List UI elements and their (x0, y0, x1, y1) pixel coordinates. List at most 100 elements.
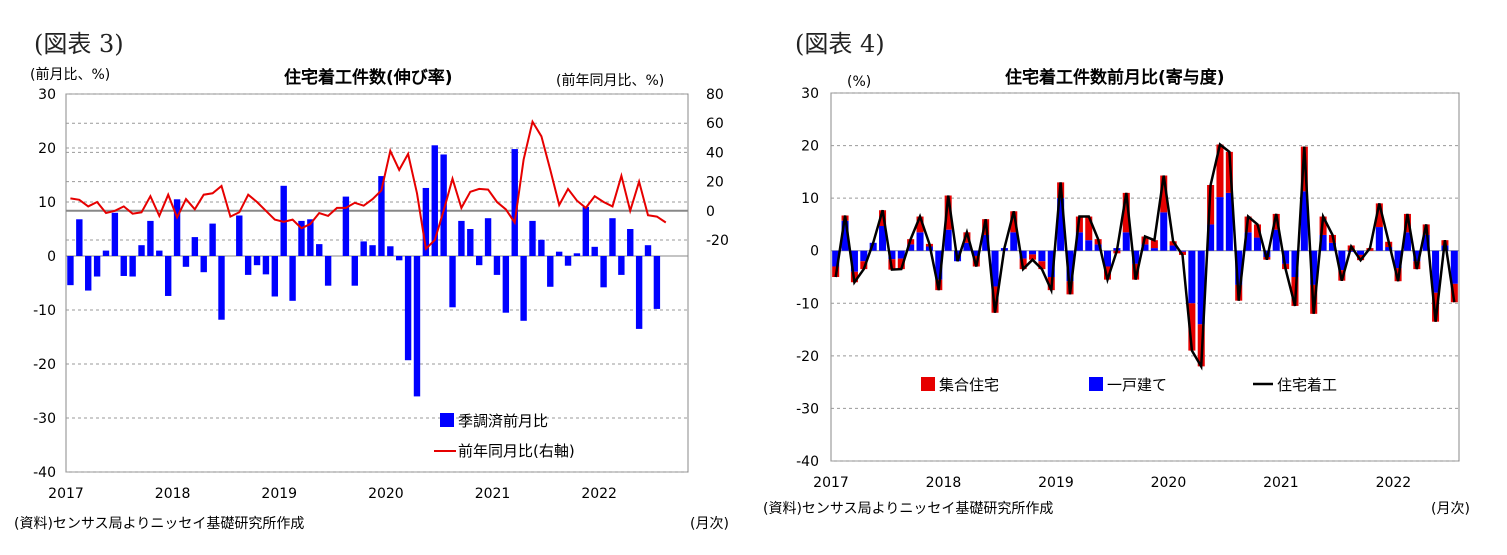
plot-frame (830, 92, 1460, 462)
bar-single-family (1075, 232, 1083, 251)
x-tick-label: 2019 (261, 486, 297, 502)
bar-multi-family (1432, 292, 1440, 322)
bar-single-family (1357, 250, 1365, 255)
bar-mom (191, 237, 199, 256)
right-tick-label: 0 (706, 204, 715, 220)
x-tick-label: 2019 (1038, 475, 1074, 491)
figure-4-title: 住宅着工件数前月比(寄与度) (1005, 68, 1225, 88)
bar-single-family (1394, 250, 1402, 269)
bar-single-family (916, 232, 924, 251)
bar-multi-family (1253, 224, 1261, 238)
left-tick-label: -30 (33, 411, 56, 427)
bar-mom (511, 149, 518, 256)
bar-mom (467, 229, 474, 256)
bar-single-family (850, 250, 858, 272)
bar-mom (111, 212, 119, 256)
right-tick-label: -20 (706, 233, 729, 249)
bar-mom (449, 256, 456, 308)
bar-single-family (1085, 240, 1093, 251)
figure-3-source: (資料)センサス局よりニッセイ基礎研究所作成 (14, 516, 305, 532)
bar-mom (164, 256, 172, 296)
bar-mom (378, 176, 385, 256)
x-tick-label: 2022 (581, 486, 617, 502)
bar-mom (129, 256, 136, 277)
bar-mom (644, 245, 652, 256)
bar-mom (609, 218, 616, 256)
bar-single-family (1338, 250, 1346, 271)
bar-multi-family (944, 195, 952, 230)
bar-single-family (1188, 250, 1196, 304)
bar-mom (422, 187, 430, 256)
bar-single-family (982, 234, 990, 251)
left-tick-label: 30 (38, 87, 56, 103)
legend-single-label: 一戸建て (1107, 376, 1167, 394)
bar-mom (298, 220, 305, 256)
bar-mom (635, 256, 643, 329)
bar-single-family (1450, 250, 1458, 284)
bar-multi-family (879, 210, 887, 227)
left-tick-label: -20 (33, 357, 56, 373)
bar-single-family (1422, 234, 1430, 251)
figure-3-x-axis-unit: (月次) (690, 516, 729, 532)
bar-mom (618, 256, 625, 275)
bar-mom (156, 250, 163, 256)
bar-multi-family (1188, 303, 1196, 351)
bar-single-family (1038, 250, 1046, 262)
bar-single-family (1207, 224, 1215, 251)
x-tick-label: 2022 (1376, 475, 1412, 491)
bar-mom (360, 241, 367, 256)
figure-4-label: (図表 4) (795, 30, 885, 58)
figure-3-label: (図表 3) (34, 30, 124, 58)
bar-mom (218, 256, 225, 320)
bar-single-family (1103, 250, 1112, 267)
y-tick-label: 30 (801, 86, 819, 102)
bar-multi-family (1085, 216, 1093, 241)
bar-mom (484, 218, 492, 256)
bar-multi-family (1038, 261, 1046, 270)
x-tick-label: 2020 (368, 486, 404, 502)
bar-single-family (860, 250, 868, 262)
bar-mom (573, 253, 581, 256)
bar-single-family (1150, 248, 1158, 251)
bar-mom (653, 256, 661, 309)
bar-mom (564, 256, 572, 266)
figure-3-chart: 30 20 10 0 -10 -20 -30 -40 80 60 40 20 0 -20 2017 2018 2… (33, 87, 729, 502)
bar-mom (404, 256, 412, 361)
bar-mom (431, 145, 438, 256)
bar-single-family (897, 250, 905, 259)
bar-single-family (1282, 250, 1290, 264)
bar-multi-family (1122, 192, 1130, 233)
y-tick-label: -10 (796, 296, 819, 312)
y-tick-label: -40 (796, 454, 819, 470)
bar-multi-family (1103, 266, 1112, 280)
bar-single-family (1413, 250, 1421, 262)
left-tick-label: -40 (33, 465, 56, 481)
bar-multi-family (897, 258, 905, 270)
bar-single-family (991, 250, 999, 287)
bar-mom (67, 256, 74, 286)
x-tick-label: 2017 (48, 486, 84, 502)
figure-3-panel: (図表 3) (前月比、%) 住宅着工件数(伸び率) (前年同月比、%) 30 2… (14, 30, 729, 532)
bar-single-family (1432, 250, 1440, 293)
bar-multi-family (991, 286, 999, 313)
bar-single-family (1178, 250, 1187, 252)
bar-single-family (1160, 212, 1168, 251)
y-tick-label: -20 (796, 349, 819, 365)
bar-single-family (935, 250, 943, 280)
bar-multi-family (1029, 254, 1037, 260)
bar-single-family (1169, 245, 1177, 251)
bar-multi-family (963, 232, 971, 243)
bar-mom (369, 245, 376, 256)
y-tick-label: 10 (801, 191, 819, 207)
bar-single-family (1094, 244, 1102, 251)
bar-single-family (888, 250, 896, 260)
bar-single-family (1197, 250, 1205, 325)
bar-mom (120, 256, 127, 276)
bar-single-family (1347, 250, 1355, 252)
left-tick-label: 20 (38, 141, 56, 157)
y-tick-label: -30 (796, 401, 819, 417)
bar-mom (555, 251, 563, 256)
bar-single-family (1141, 244, 1149, 251)
bar-single-family (1019, 250, 1027, 259)
y-tick-label: 0 (810, 244, 819, 260)
